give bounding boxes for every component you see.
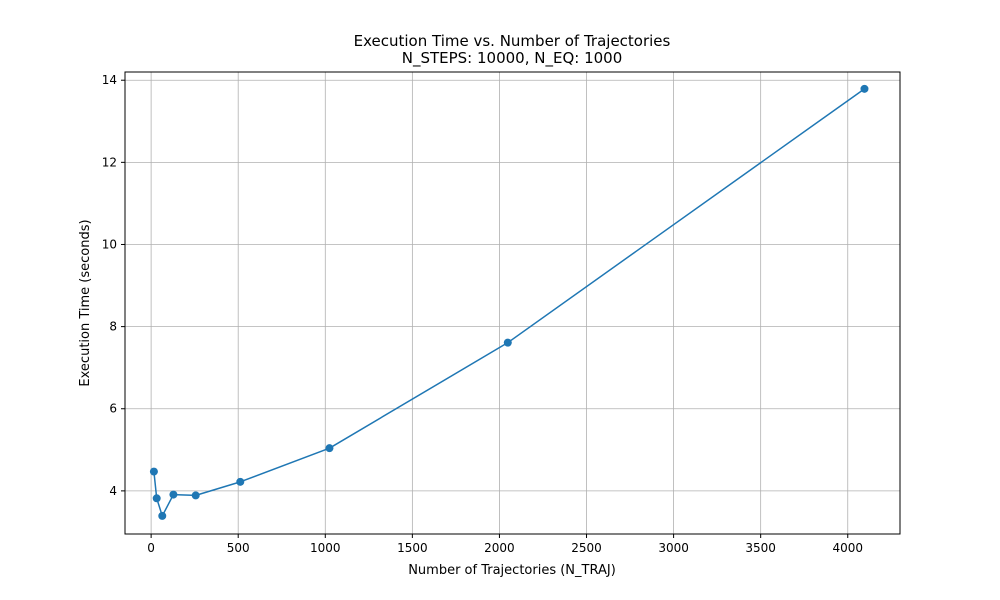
plot-area-frame: [124, 71, 901, 535]
x-tick-label: 2500: [571, 541, 602, 555]
y-tick-label: 4: [109, 484, 117, 498]
y-tick-label: 12: [102, 155, 117, 169]
y-tick-label: 8: [109, 320, 117, 334]
x-tick-label: 3000: [658, 541, 689, 555]
chart-subtitle: N_STEPS: 10000, N_EQ: 1000: [402, 49, 623, 68]
data-point: [325, 444, 334, 453]
data-point: [191, 491, 200, 500]
data-point: [860, 84, 869, 93]
data-point: [149, 467, 158, 476]
data-point: [236, 477, 245, 486]
data-point: [503, 338, 512, 347]
data-point: [169, 490, 178, 499]
data-point: [152, 494, 161, 503]
x-tick-label: 2000: [484, 541, 515, 555]
series-layer: [149, 84, 869, 520]
y-axis-label: Execution Time (seconds): [78, 219, 93, 386]
y-tick-label: 14: [102, 73, 117, 87]
x-tick-label: 1000: [310, 541, 341, 555]
chart-title: Execution Time vs. Number of Trajectorie…: [354, 32, 671, 50]
x-tick-label: 1500: [397, 541, 428, 555]
y-tick-label: 10: [102, 237, 117, 251]
data-point: [158, 511, 167, 520]
grid: [125, 72, 900, 534]
x-axis-label: Number of Trajectories (N_TRAJ): [408, 563, 616, 578]
x-tick-label: 3500: [745, 541, 776, 555]
x-tick-label: 0: [147, 541, 155, 555]
x-tick-label: 500: [227, 541, 250, 555]
ticks: 0 500 1000 1500 2000 2500 3000 3500 4000 4 6 8 10 12 1…: [102, 73, 863, 555]
x-tick-label: 4000: [832, 541, 863, 555]
y-tick-label: 6: [109, 402, 117, 416]
